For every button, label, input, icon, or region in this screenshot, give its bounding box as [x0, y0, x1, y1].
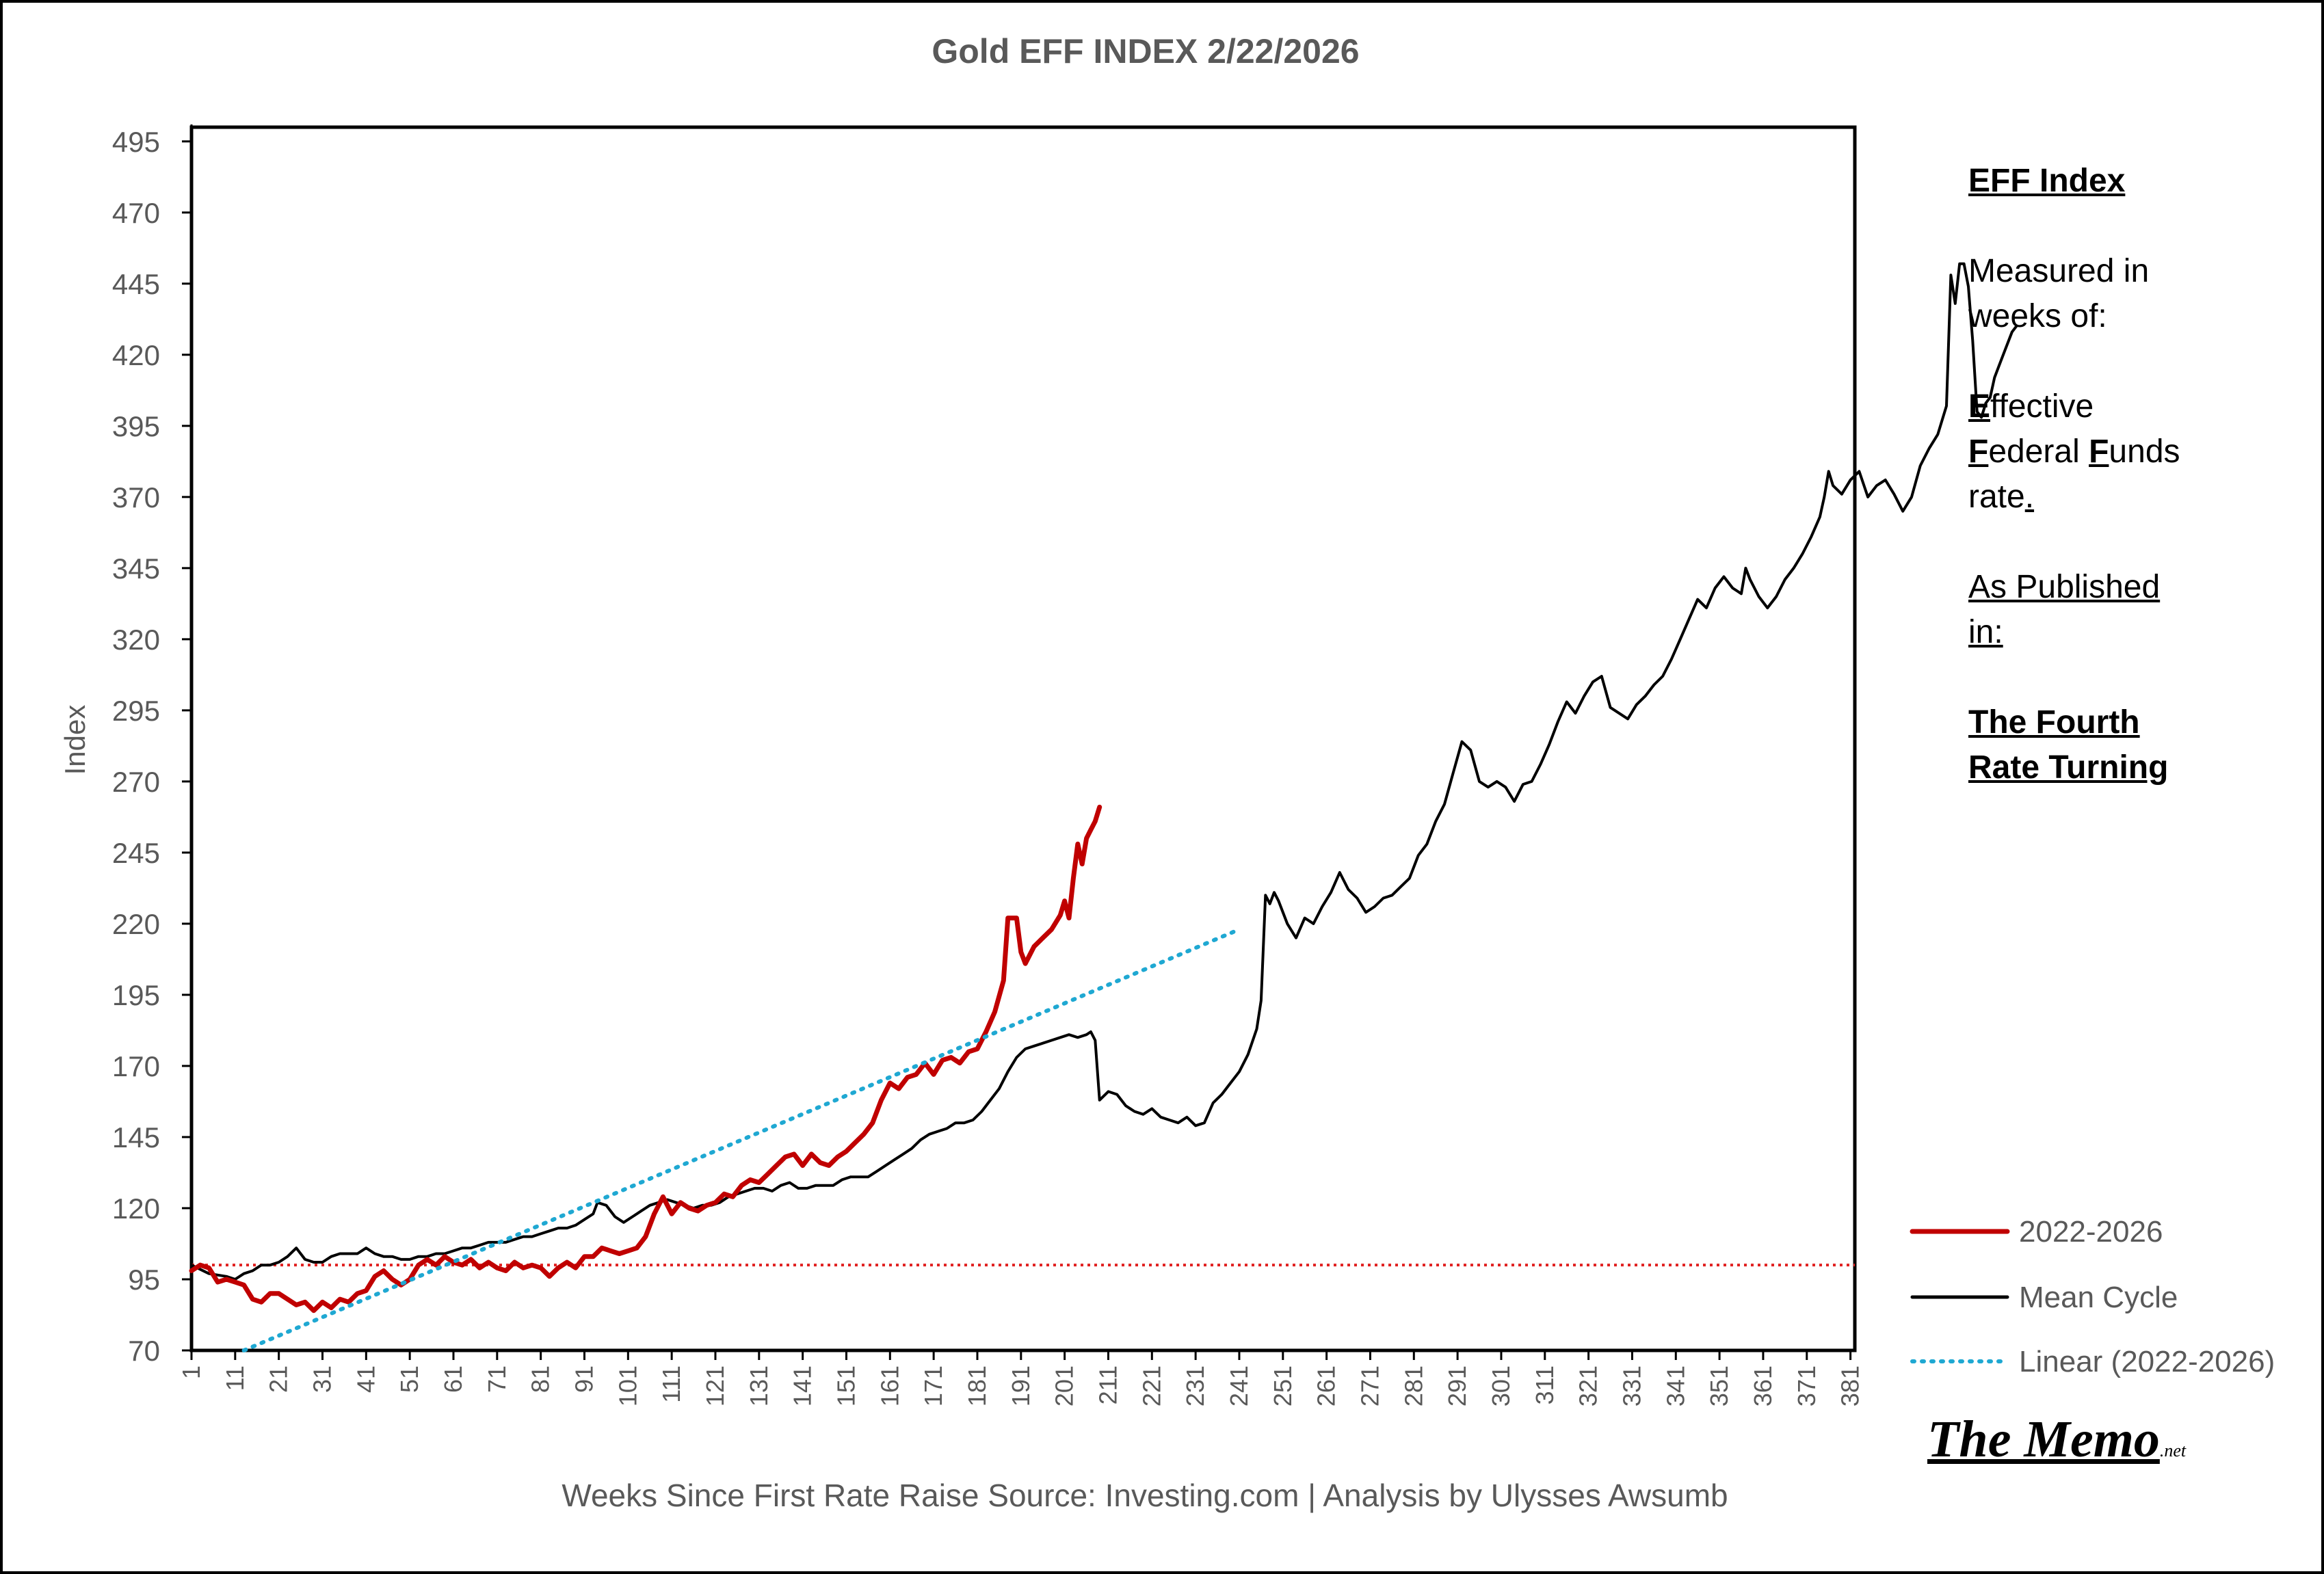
- y-axis-ticks: 70 95 120 145 170 195 220 245 270 295 320 345 370 395…: [112, 126, 192, 1367]
- x-tick-label: 281: [1399, 1365, 1427, 1406]
- x-tick-label: 251: [1269, 1365, 1297, 1406]
- logo-main-text: The Memo: [1927, 1411, 2160, 1468]
- x-tick-label: 221: [1137, 1365, 1165, 1406]
- y-tick-label: 270: [112, 766, 160, 798]
- x-tick-label: 151: [832, 1365, 860, 1406]
- y-tick-label: 120: [112, 1192, 160, 1225]
- sidebar-published-line2: in:: [1968, 614, 2003, 650]
- y-tick-label: 420: [112, 339, 160, 371]
- legend-label: 2022-2026: [2019, 1215, 2163, 1249]
- y-tick-label: 170: [112, 1050, 160, 1082]
- sidebar-rate-dot: .: [2024, 479, 2035, 515]
- x-tick-label: 141: [789, 1365, 817, 1406]
- sidebar-measured-line1: Measured in: [1968, 253, 2150, 289]
- x-tick-label: 51: [395, 1365, 423, 1393]
- y-tick-label: 220: [112, 908, 160, 940]
- plot-area: [189, 125, 1857, 1352]
- legend-item-2022-2026: 2022-2026: [1910, 1215, 2163, 1249]
- sidebar-book-line2: Rate Turning: [1968, 749, 2169, 786]
- legend-label: Mean Cycle: [2019, 1281, 2178, 1314]
- x-tick-label: 171: [919, 1365, 947, 1406]
- x-tick-label: 191: [1007, 1365, 1035, 1406]
- y-axis-label: Index: [59, 705, 91, 775]
- x-tick-label: 271: [1356, 1365, 1384, 1406]
- x-tick-label: 231: [1181, 1365, 1209, 1406]
- sidebar-federal-initial: F: [1968, 433, 1989, 470]
- y-tick-label: 470: [112, 197, 160, 229]
- y-tick-label: 445: [112, 268, 160, 300]
- sidebar-published-line1: As Published: [1968, 569, 2161, 605]
- y-tick-label: 95: [128, 1264, 160, 1296]
- x-tick-label: 291: [1443, 1365, 1471, 1406]
- chart-title: Gold EFF INDEX 2/22/2026: [932, 32, 1359, 70]
- legend-item-mean-cycle: Mean Cycle: [1910, 1281, 2178, 1314]
- legend: 2022-2026 Mean Cycle Linear (2022-2026): [1910, 1215, 2275, 1378]
- x-tick-label: 311: [1531, 1365, 1559, 1404]
- x-tick-label: 181: [963, 1365, 991, 1406]
- x-axis-ticks: 1 11 21 31 41 51 61 71 81 91 101 111 121 131 141 151 161…: [177, 1350, 1864, 1406]
- y-tick-label: 295: [112, 695, 160, 727]
- sidebar-rate: rate: [1968, 479, 2025, 515]
- x-axis-label: Weeks Since First Rate Raise Source: Inv…: [562, 1478, 1728, 1513]
- x-tick-label: 381: [1836, 1365, 1864, 1406]
- x-tick-label: 201: [1051, 1365, 1079, 1406]
- sidebar-measured-line2: weeks of:: [1968, 298, 2107, 334]
- x-tick-label: 331: [1617, 1365, 1646, 1406]
- x-tick-label: 41: [352, 1365, 380, 1393]
- x-tick-label: 351: [1705, 1365, 1733, 1406]
- series-group: [189, 262, 2018, 1352]
- y-tick-label: 345: [112, 552, 160, 585]
- x-tick-label: 321: [1574, 1365, 1602, 1406]
- y-tick-label: 370: [112, 481, 160, 513]
- series-linear-trend-line: [241, 927, 1241, 1352]
- sidebar-funds-rest: unds: [2109, 433, 2180, 470]
- x-tick-label: 101: [613, 1365, 642, 1406]
- x-tick-label: 241: [1225, 1365, 1253, 1406]
- series-mean-cycle-line: [190, 262, 2018, 1281]
- series-2022-2026-line: [189, 804, 1102, 1313]
- sidebar-notes: EFF Index Measured in weeks of: Effectiv…: [1968, 159, 2297, 836]
- x-tick-label: 31: [308, 1365, 336, 1393]
- sidebar-effective-rest: ffective: [1990, 388, 2094, 425]
- x-tick-label: 301: [1487, 1365, 1515, 1406]
- x-tick-label: 11: [221, 1365, 249, 1391]
- x-tick-label: 341: [1661, 1365, 1689, 1406]
- y-tick-label: 320: [112, 624, 160, 656]
- legend-item-linear: Linear (2022-2026): [1910, 1345, 2275, 1378]
- y-tick-label: 195: [112, 979, 160, 1011]
- x-tick-label: 61: [439, 1365, 467, 1393]
- x-tick-label: 91: [570, 1365, 598, 1393]
- sidebar-effective-initial: E: [1968, 388, 1991, 425]
- sidebar-federal-rest: ederal: [1988, 433, 2089, 470]
- x-tick-label: 121: [701, 1365, 729, 1406]
- x-tick-label: 131: [745, 1365, 773, 1406]
- x-tick-label: 161: [875, 1365, 903, 1406]
- sidebar-funds-initial: F: [2089, 433, 2109, 470]
- the-memo-logo: The Memo.net: [1927, 1410, 2186, 1469]
- logo-suffix: .net: [2159, 1441, 2187, 1460]
- x-tick-label: 361: [1749, 1365, 1777, 1406]
- sidebar-heading: EFF Index: [1968, 163, 2126, 199]
- y-tick-label: 145: [112, 1121, 160, 1153]
- x-tick-label: 261: [1312, 1365, 1341, 1406]
- y-tick-label: 495: [112, 126, 160, 158]
- x-tick-label: 211: [1094, 1365, 1122, 1404]
- y-tick-label: 70: [128, 1335, 160, 1367]
- legend-label: Linear (2022-2026): [2019, 1345, 2275, 1378]
- x-tick-label: 21: [265, 1365, 293, 1393]
- x-tick-label: 81: [527, 1365, 555, 1393]
- x-tick-label: 111: [657, 1365, 685, 1403]
- x-tick-label: 1: [177, 1365, 205, 1379]
- x-tick-label: 71: [483, 1365, 511, 1393]
- x-tick-label: 371: [1793, 1365, 1821, 1406]
- y-tick-label: 245: [112, 837, 160, 869]
- y-tick-label: 395: [112, 410, 160, 442]
- sidebar-book-line1: The Fourth: [1968, 704, 2140, 741]
